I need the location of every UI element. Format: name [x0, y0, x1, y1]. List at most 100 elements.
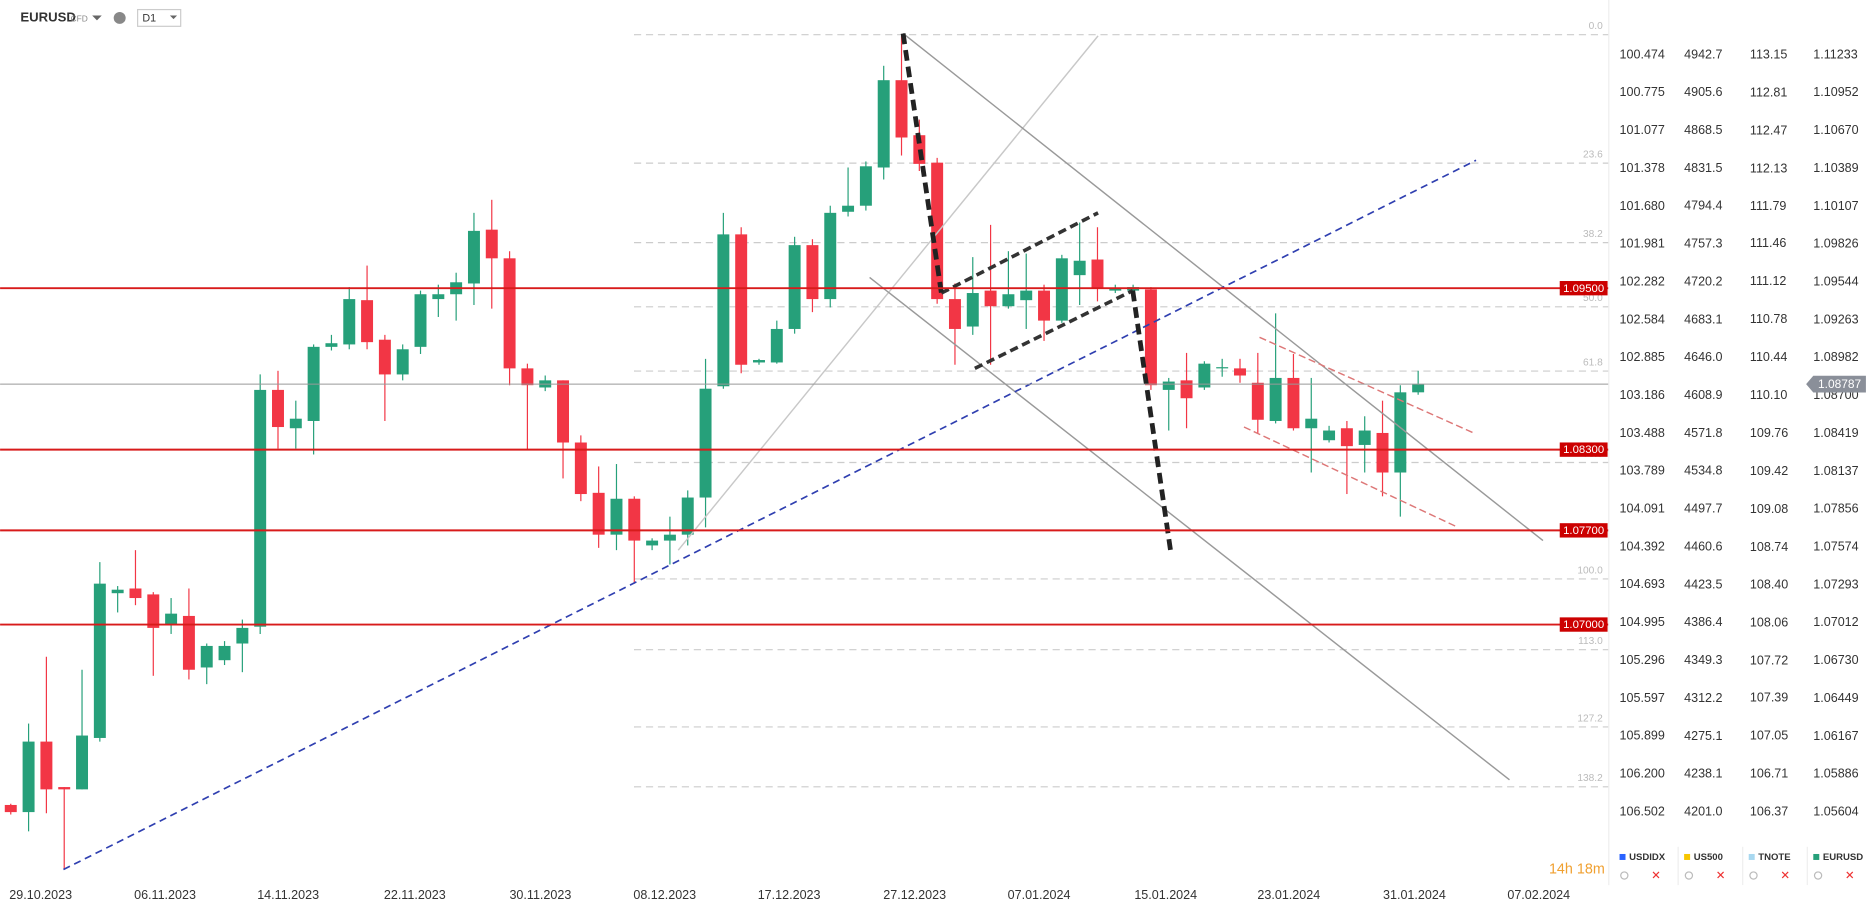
y-tick-label: 1.05886	[1813, 767, 1858, 781]
fib-label: 113.0	[1578, 636, 1603, 647]
trend-line	[63, 159, 1477, 871]
candle-body	[770, 328, 783, 363]
candle-body	[503, 258, 516, 369]
y-tick-label: 108.40	[1750, 578, 1788, 592]
candle-body	[1340, 428, 1353, 447]
candle-body	[147, 594, 160, 628]
candle-body	[1002, 294, 1015, 307]
y-tick-label: 4423.5	[1684, 577, 1722, 591]
x-tick-label: 08.12.2023	[633, 888, 696, 902]
symbol: EURUSD	[20, 9, 76, 24]
y-tick-label: 4794.4	[1684, 199, 1722, 213]
candle-body	[1091, 259, 1104, 289]
y-tick-label: 1.06449	[1813, 691, 1858, 705]
candle-body	[467, 230, 480, 284]
x-tick-label: 14.11.2023	[257, 888, 319, 902]
y-tick-label: 1.07012	[1813, 615, 1858, 629]
x-tick-label: 07.01.2024	[1008, 888, 1071, 902]
y-tick-label: 1.11233	[1813, 47, 1857, 61]
x-tick-label: 23.01.2024	[1257, 888, 1320, 902]
x-tick-label: 27.12.2023	[883, 888, 946, 902]
y-tick-label: 112.13	[1750, 161, 1787, 175]
visibility-icon[interactable]	[1813, 871, 1823, 880]
y-tick-label: 106.37	[1750, 804, 1788, 818]
x-tick-label: 29.10.2023	[9, 888, 72, 902]
fib-label: 100.0	[1577, 565, 1603, 576]
y-tick-label: 102.584	[1620, 312, 1665, 326]
candle-body	[1376, 432, 1389, 473]
remove-icon[interactable]	[1717, 871, 1725, 879]
candle-body	[842, 205, 855, 212]
fib-label: 61.8	[1583, 357, 1603, 368]
legend-label: TNOTE	[1758, 852, 1790, 863]
candle-body	[1162, 381, 1175, 390]
y-tick-label: 111.46	[1750, 236, 1787, 250]
y-tick-label: 1.10389	[1813, 161, 1858, 175]
candle-body	[1198, 363, 1211, 388]
y-tick-label: 107.05	[1750, 728, 1788, 742]
visibility-icon[interactable]	[1684, 871, 1694, 880]
y-tick-label: 1.09544	[1813, 275, 1858, 289]
interval-select[interactable]	[137, 8, 182, 27]
y-tick-label: 107.39	[1750, 691, 1788, 705]
dropdown-caret[interactable]	[92, 15, 102, 21]
last-price-label: 1.08787	[1818, 377, 1862, 391]
candle-body	[574, 442, 587, 495]
y-tick-label: 4905.6	[1684, 85, 1722, 99]
y-tick-label: 104.392	[1620, 539, 1665, 553]
candle-body	[646, 540, 659, 546]
y-tick-label: 4831.5	[1684, 161, 1722, 175]
remove-icon[interactable]	[1652, 871, 1660, 879]
fib-label: 23.6	[1583, 149, 1603, 160]
y-tick-label: 101.378	[1620, 161, 1665, 175]
y-tick-label: 1.09826	[1813, 237, 1858, 251]
candle-body	[735, 234, 748, 365]
y-tick-label: 4868.5	[1684, 123, 1722, 137]
candle-body	[895, 80, 908, 138]
legend-swatch	[1748, 853, 1755, 860]
y-tick-label: 101.981	[1620, 237, 1665, 251]
candle-body	[129, 588, 142, 599]
y-tick-label: 1.09263	[1813, 312, 1858, 326]
candle-body	[1109, 288, 1122, 291]
candle-body	[931, 162, 944, 300]
candle-body	[236, 627, 249, 644]
pole-line	[900, 33, 944, 294]
visibility-icon[interactable]	[1749, 871, 1758, 880]
y-tick-label: 106.200	[1620, 767, 1665, 781]
candle-body	[984, 290, 997, 307]
interval: D1	[142, 12, 156, 24]
y-tick-label: 112.81	[1750, 85, 1787, 99]
pole-line	[1130, 290, 1174, 555]
countdown: 14h 18m	[1549, 861, 1605, 877]
level-tag	[1559, 617, 1608, 632]
legend-swatch	[1619, 853, 1626, 860]
y-tick-label: 108.06	[1750, 616, 1788, 630]
y-tick-label: 104.091	[1620, 502, 1665, 516]
candle-body	[717, 234, 730, 387]
interval-caret	[169, 15, 178, 20]
y-tick-label: 109.08	[1750, 502, 1788, 516]
y-tick-label: 4942.7	[1684, 47, 1722, 61]
remove-icon[interactable]	[1846, 871, 1854, 879]
candle-body	[628, 498, 641, 541]
y-tick-label: 1.08137	[1813, 464, 1858, 478]
y-tick-label: 101.077	[1620, 123, 1665, 137]
visibility-icon[interactable]	[1620, 871, 1629, 880]
y-tick-label: 108.74	[1750, 540, 1788, 554]
candle-body	[289, 418, 302, 429]
y-tick-label: 1.10952	[1813, 85, 1858, 99]
remove-icon[interactable]	[1781, 871, 1789, 879]
header: EURUSD CFD D1	[20, 8, 182, 27]
candle-body	[272, 389, 284, 428]
candle-body	[1394, 392, 1407, 473]
info-icon[interactable]	[113, 11, 126, 24]
y-tick-label: 4683.1	[1684, 312, 1722, 326]
candle-body	[93, 583, 106, 738]
y-tick-label: 4757.3	[1684, 237, 1722, 251]
level-tag	[1559, 442, 1608, 457]
x-tick-label: 15.01.2024	[1134, 888, 1197, 902]
level-label: 1.08300	[1563, 444, 1604, 456]
trend-line	[869, 276, 1510, 781]
